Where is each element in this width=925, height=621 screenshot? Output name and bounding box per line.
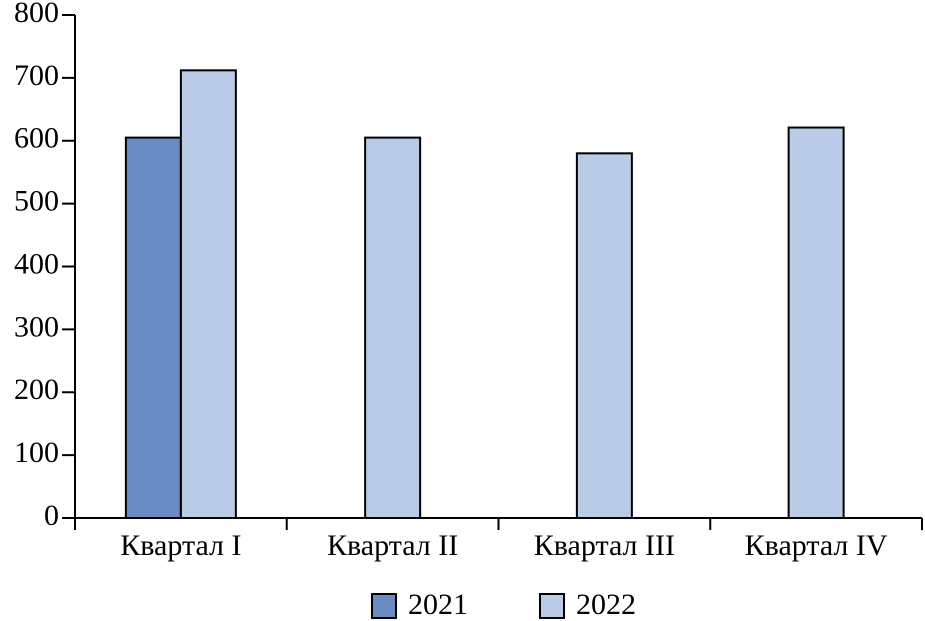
y-tick-label: 800 <box>14 0 59 29</box>
y-tick-label: 700 <box>14 59 59 92</box>
legend-swatch <box>539 593 565 619</box>
y-tick-label: 300 <box>14 310 59 343</box>
bar <box>364 136 422 519</box>
x-tick-label: Квартал II <box>327 529 458 562</box>
bar <box>787 126 845 519</box>
y-tick-label: 500 <box>14 185 59 218</box>
legend-label: 2022 <box>576 588 636 621</box>
x-tick-label: Квартал IV <box>745 529 888 562</box>
legend-label: 2021 <box>408 588 468 621</box>
y-tick-label: 400 <box>14 247 59 280</box>
x-tick-label: Квартал I <box>120 529 241 562</box>
x-tick-label: Квартал III <box>534 529 675 562</box>
y-tick-label: 0 <box>44 499 59 532</box>
y-tick-label: 100 <box>14 436 59 469</box>
y-tick-label: 600 <box>14 122 59 155</box>
y-tick-label: 200 <box>14 373 59 406</box>
bar <box>124 136 182 519</box>
bar <box>179 69 237 520</box>
bar <box>575 152 633 519</box>
legend-swatch <box>371 593 397 619</box>
